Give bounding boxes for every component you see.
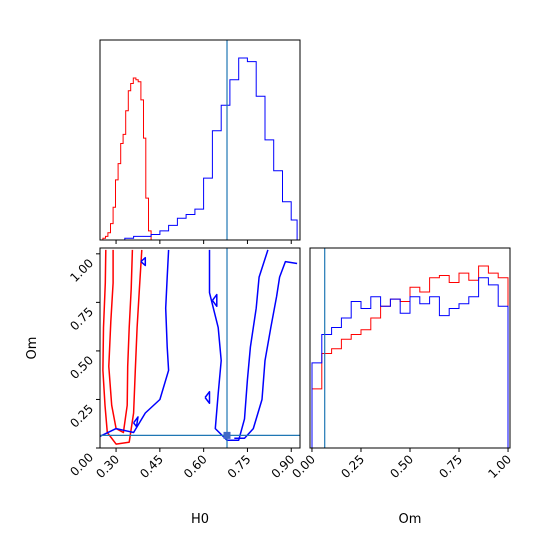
om-histogram-panel: 0.00 0.25 0.50 0.75 1.00 Om — [289, 247, 514, 527]
h0-histogram-ticks — [115, 240, 292, 244]
contour-y-tick-labels: 0.00 0.25 0.50 0.75 1.00 — [67, 256, 96, 479]
om-histogram-tick-labels: 0.00 0.25 0.50 0.75 1.00 — [289, 452, 514, 481]
contour-line-blue — [234, 260, 298, 440]
h0-histogram-series-blue — [124, 57, 298, 240]
contour-line-blue — [140, 256, 147, 267]
h0-histogram-marks — [102, 57, 298, 240]
contour-xtick-label: 0.75 — [225, 452, 254, 481]
contour-x-tick-labels: 0.30 0.45 0.60 0.75 0.90 — [93, 452, 297, 481]
contour-line-blue — [99, 249, 170, 437]
contour-xtick-label: 0.30 — [93, 452, 122, 481]
om-histogram-ticks — [311, 448, 509, 452]
contour-y-ticks — [96, 253, 100, 449]
contour-panel: 0.30 0.45 0.60 0.75 0.90 0.000.250.500.751.0… — [25, 247, 301, 527]
contour-ytick-label: 1.00 — [67, 256, 96, 285]
contour-xtick-label: 0.60 — [181, 452, 210, 481]
h0-histogram-series-red — [102, 77, 152, 240]
contour-frame — [99, 247, 301, 449]
contour-line-blue — [132, 416, 139, 428]
contour-line-blue — [204, 390, 211, 405]
om-histogram-series-blue — [311, 277, 509, 448]
om-hist-xtick-label: 0.50 — [387, 452, 416, 481]
om-axis-label: Om — [399, 512, 422, 527]
h0-axis-label: H0 — [191, 512, 209, 527]
contour-ytick-label: 0.50 — [67, 353, 96, 382]
om-histogram-marks — [311, 265, 509, 448]
om-y-axis-label: Om — [25, 337, 40, 360]
contour-line-red — [108, 249, 134, 434]
contour-x-ticks — [115, 448, 292, 452]
contour-line-blue — [208, 249, 269, 441]
contour-xtick-label: 0.45 — [137, 452, 166, 481]
truth-marker — [223, 431, 231, 439]
om-hist-xtick-label: 0.25 — [338, 452, 367, 481]
contour-marks — [99, 249, 298, 445]
contour-ytick-label: 0.00 — [67, 450, 96, 479]
contour-ytick-label: 0.75 — [67, 305, 96, 334]
contour-line-red — [102, 249, 143, 445]
contour-ytick-label: 0.25 — [67, 402, 96, 431]
om-hist-xtick-label: 0.75 — [436, 452, 465, 481]
om-hist-xtick-label: 0.00 — [289, 452, 318, 481]
h0-histogram-frame — [99, 39, 301, 241]
h0-histogram-panel — [99, 39, 301, 244]
om-hist-xtick-label: 1.00 — [485, 452, 514, 481]
contour-line-blue — [211, 293, 218, 308]
